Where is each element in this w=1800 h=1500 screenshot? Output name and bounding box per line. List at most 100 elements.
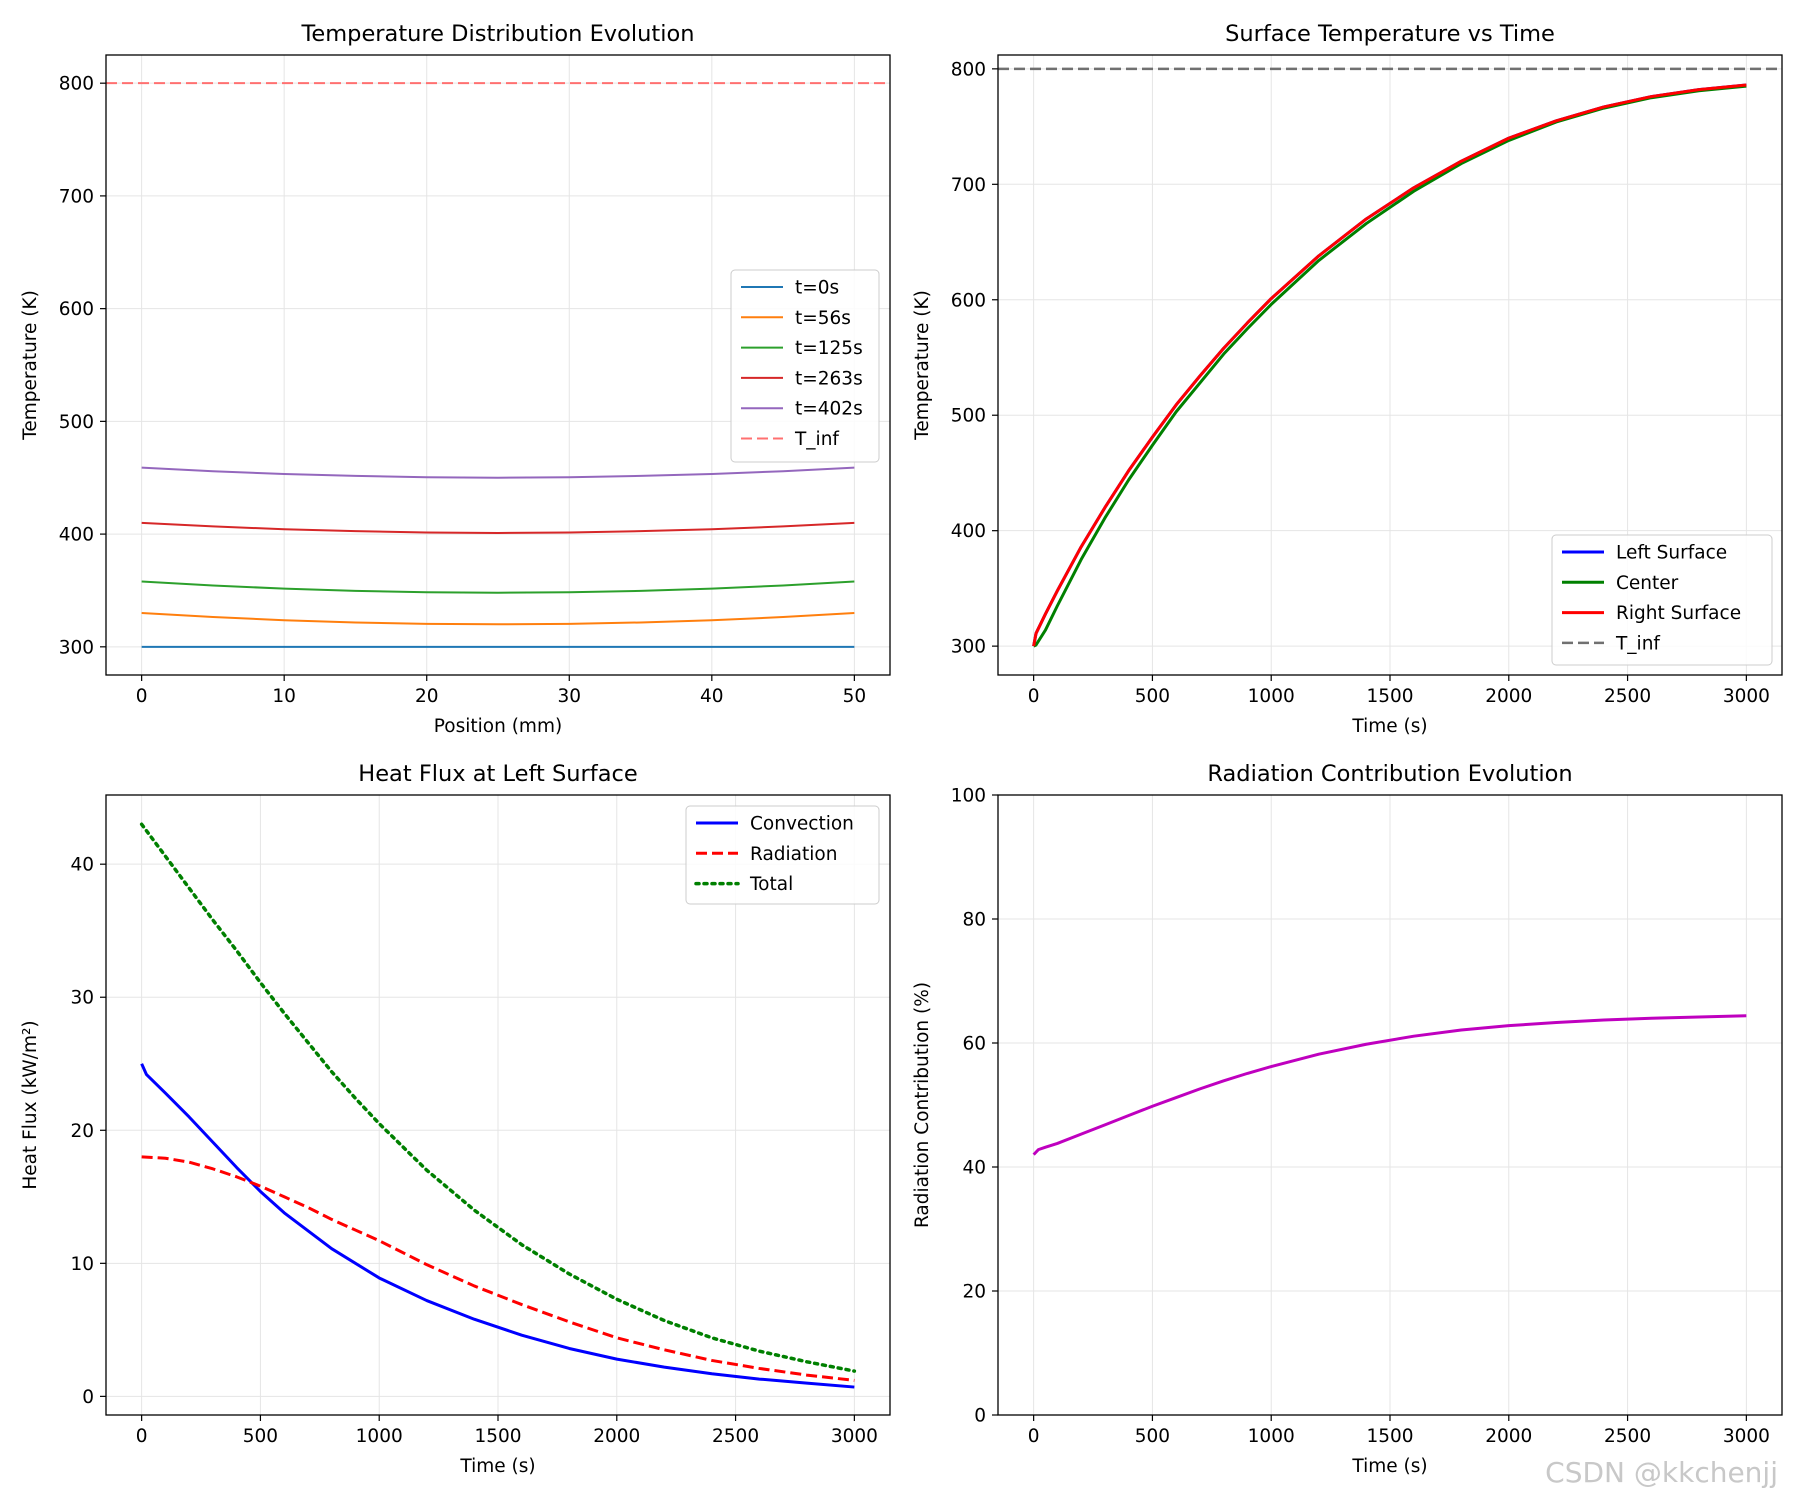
series-group [106, 82, 890, 648]
y-tick-label: 600 [59, 299, 94, 320]
y-axis-label: Temperature (K) [912, 290, 933, 441]
y-tick-label: 500 [951, 406, 986, 427]
x-tick-label: 500 [1135, 1426, 1170, 1447]
y-tick-label: 700 [951, 175, 986, 196]
y-tick-label: 400 [951, 521, 986, 542]
x-tick-label: 1500 [1366, 686, 1413, 707]
y-tick-label: 20 [70, 1121, 94, 1142]
watermark-text: CSDN @kkchenjj [1545, 1456, 1778, 1489]
chart-title: Radiation Contribution Evolution [1207, 761, 1572, 787]
legend-label: Right Surface [1616, 603, 1741, 624]
x-tick-label: 1500 [1366, 1426, 1413, 1447]
y-axis-label: Heat Flux (kW/m²) [20, 1020, 41, 1189]
x-tick-label: 1000 [1248, 686, 1295, 707]
y-tick-label: 0 [82, 1387, 94, 1408]
x-tick-label: 30 [557, 686, 581, 707]
x-tick-label: 1500 [474, 1426, 521, 1447]
x-axis-label: Position (mm) [434, 716, 562, 737]
y-tick-label: 30 [70, 988, 94, 1009]
legend-label: T_inf [794, 429, 839, 450]
y-axis-label: Temperature (K) [20, 290, 41, 441]
chart-title: Surface Temperature vs Time [1225, 21, 1555, 47]
legend: Convection Radiation Total [685, 805, 880, 905]
x-tick-label: 2000 [1485, 686, 1532, 707]
x-tick-label: 3000 [831, 1426, 878, 1447]
y-tick-label: 0 [974, 1406, 986, 1427]
x-tick-label: 40 [700, 686, 724, 707]
x-axis-label: Time (s) [459, 1456, 535, 1477]
legend-label: t=56s [795, 308, 851, 329]
y-tick-label: 400 [59, 525, 94, 546]
series-group [139, 822, 857, 1389]
x-tick-label: 0 [136, 686, 148, 707]
x-tick-label: 500 [1135, 686, 1170, 707]
legend-label: t=263s [795, 368, 863, 389]
y-axis-label: Radiation Contribution (%) [912, 982, 933, 1228]
legend-box [1551, 534, 1773, 666]
x-tick-label: 20 [415, 686, 439, 707]
chart-title: Heat Flux at Left Surface [358, 761, 637, 787]
legend-label: T_inf [1615, 633, 1660, 654]
x-tick-label: 1000 [1248, 1426, 1295, 1447]
series-group [998, 67, 1782, 648]
x-axis-label: Time (s) [1351, 716, 1427, 737]
legend-label: Left Surface [1616, 543, 1727, 564]
x-tick-label: 10 [272, 686, 296, 707]
y-tick-label: 800 [59, 74, 94, 95]
chart-temp-dist: 0 10 20 30 40 50 300 400 500 600 700 800 Temperature… [20, 21, 891, 737]
x-tick-label: 2500 [712, 1426, 759, 1447]
x-tick-label: 2000 [1485, 1426, 1532, 1447]
y-tick-label: 600 [951, 290, 986, 311]
panels: 0 10 20 30 40 50300400500600700800Temperature… [20, 21, 1783, 1477]
y-tick-label: 800 [951, 59, 986, 80]
y-tick-label: 40 [70, 855, 94, 876]
x-axis-label: Time (s) [1351, 1456, 1427, 1477]
x-tick-label: 1000 [356, 1426, 403, 1447]
x-tick-label: 2500 [1604, 1426, 1651, 1447]
x-tick-label: 2500 [1604, 686, 1651, 707]
chart-title: Temperature Distribution Evolution [300, 21, 694, 47]
y-tick-label: 20 [962, 1282, 986, 1303]
y-tick-label: 10 [70, 1254, 94, 1275]
x-tick-label: 0 [1028, 686, 1040, 707]
y-tick-label: 500 [59, 412, 94, 433]
series-group [1032, 1014, 1747, 1156]
legend: Left Surface Center Right Surface T_inf [1551, 534, 1773, 666]
legend: t=0s t=56s t=125s t=263s t=402s T_inf [730, 269, 880, 463]
legend-box [685, 805, 880, 905]
legend-label: Radiation [750, 844, 837, 865]
y-tick-label: 700 [59, 186, 94, 207]
series-line-t-263s [141, 521, 855, 534]
series-line-convection [140, 1063, 855, 1389]
legend-label: t=0s [795, 278, 839, 299]
chart-heat-flux: 0 500 1000 1500 2000 2500 3000 0 10 20 30 40 Heat Fl… [20, 761, 891, 1477]
legend-label: Total [749, 874, 793, 895]
chart-radiation-contrib: 0 500 1000 1500 2000 2500 3000 0 20 40 60 80 100 Radi… [912, 761, 1783, 1477]
x-tick-label: 3000 [1723, 686, 1770, 707]
axes-frame [105, 54, 891, 676]
series-line-t-56s [141, 612, 855, 626]
series-line-total [139, 822, 857, 1373]
legend-label: t=125s [795, 338, 863, 359]
x-tick-label: 0 [1028, 1426, 1040, 1447]
legend-label: Convection [750, 814, 854, 835]
series-line-t-125s [141, 580, 855, 594]
y-tick-label: 100 [951, 786, 986, 807]
legend-label: t=402s [795, 399, 863, 420]
series-line-t-402s [141, 466, 855, 479]
x-tick-label: 2000 [593, 1426, 640, 1447]
series-line-right-surface [1032, 83, 1747, 647]
y-tick-label: 80 [962, 910, 986, 931]
y-tick-label: 300 [951, 637, 986, 658]
x-tick-label: 0 [136, 1426, 148, 1447]
chart-surface-temp: 0 500 1000 1500 2000 2500 3000 300 400 500 600 700 8… [912, 21, 1783, 737]
x-tick-label: 500 [243, 1426, 278, 1447]
legend-label: Center [1616, 573, 1679, 594]
y-tick-label: 300 [59, 637, 94, 658]
y-tick-label: 40 [962, 1158, 986, 1179]
series-line-radiation-contribution [1032, 1014, 1747, 1156]
y-tick-label: 60 [962, 1034, 986, 1055]
x-tick-label: 3000 [1723, 1426, 1770, 1447]
series-line-radiation [141, 1155, 855, 1382]
